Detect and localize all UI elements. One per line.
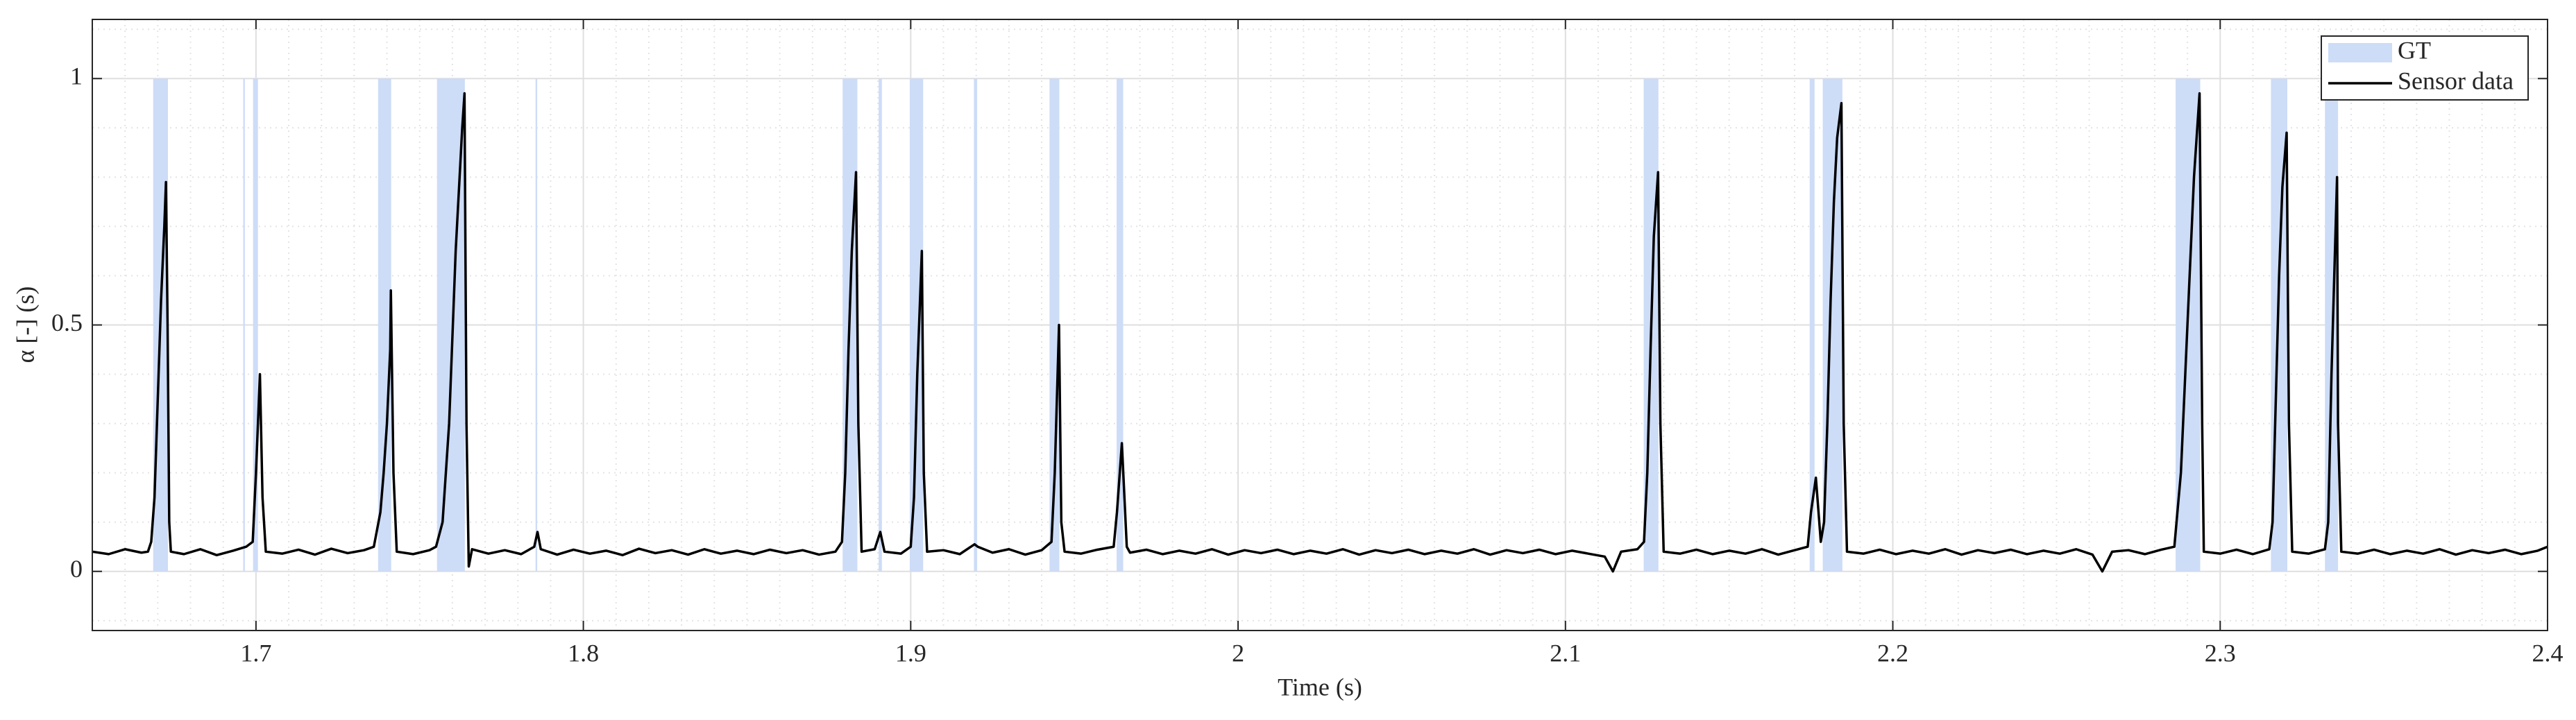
x-tick-label: 2.4	[2532, 639, 2564, 667]
x-axis-label: Time (s)	[1278, 673, 1362, 701]
gt-span	[1809, 78, 1815, 572]
x-tick-label: 2.2	[1877, 639, 1908, 667]
axes-box	[92, 19, 2548, 631]
gt-span	[535, 78, 538, 572]
y-tick-label: 0	[70, 555, 83, 583]
gt-span	[243, 78, 245, 572]
x-tick-label: 1.8	[568, 639, 599, 667]
x-tick-label: 2.3	[2205, 639, 2236, 667]
y-tick-label: 0.5	[51, 309, 83, 336]
legend-label: GT	[2398, 36, 2431, 64]
gt-span	[909, 78, 924, 572]
gt-span	[879, 78, 882, 572]
gt-span	[974, 78, 978, 572]
gt-span	[2325, 78, 2339, 572]
x-tick-label: 2	[1232, 639, 1244, 667]
y-axis-label: α [-] (s)	[11, 286, 39, 363]
x-tick-label: 2.1	[1550, 639, 1581, 667]
gt-span	[1117, 78, 1124, 572]
sensor-line	[92, 92, 2548, 573]
x-tick-label: 1.7	[240, 639, 271, 667]
gt-span	[378, 78, 391, 572]
x-tick-label: 1.9	[895, 639, 926, 667]
legend: GT Sensor data	[2321, 35, 2529, 101]
y-tick-label: 1	[70, 62, 83, 90]
legend-swatch	[2328, 43, 2392, 62]
gt-span	[1049, 78, 1060, 572]
gt-span	[253, 78, 258, 572]
legend-label: Sensor data	[2398, 67, 2514, 94]
